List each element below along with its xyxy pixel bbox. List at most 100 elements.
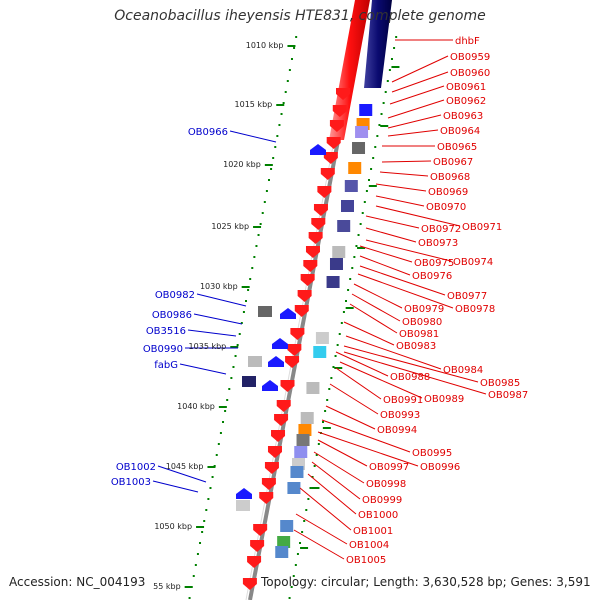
gene-label-ob0962: OB0962 — [446, 96, 486, 107]
leader-line — [365, 239, 452, 262]
scale-dot — [188, 597, 191, 599]
scale-track-left — [188, 36, 298, 599]
gene-label-ob0969: OB0969 — [428, 187, 468, 198]
leader-line — [375, 195, 425, 207]
scale-dot — [324, 410, 327, 412]
gene-block — [326, 276, 340, 288]
gene-block — [352, 142, 366, 154]
scale-label: 55 kbp — [153, 582, 181, 591]
leader-line — [359, 255, 411, 276]
scale-dot — [201, 531, 204, 533]
scale-dot — [386, 80, 389, 82]
gene-block — [277, 536, 291, 548]
gene-label-ob0981: OB0981 — [399, 329, 439, 340]
scale-dot — [261, 212, 264, 214]
scale-dot — [351, 267, 354, 269]
forward-gene-arrow — [297, 290, 312, 302]
scale-dot — [359, 223, 362, 225]
forward-gene-arrow — [332, 105, 347, 117]
scale-dot — [328, 388, 331, 390]
leader-line — [317, 439, 368, 467]
scale-dot — [276, 135, 279, 137]
scale-dot — [338, 333, 341, 335]
gene-label-ob0963: OB0963 — [443, 111, 483, 122]
forward-gene-arrow — [300, 274, 315, 286]
gene-label-ob0959: OB0959 — [450, 52, 490, 63]
gene-label-ob0991: OB0991 — [383, 395, 423, 406]
scale-dot — [376, 135, 379, 137]
leader-line — [345, 335, 442, 370]
gene-block — [348, 162, 362, 174]
scale-dot — [192, 575, 195, 577]
leader-line — [293, 529, 345, 560]
leader-line — [152, 480, 199, 493]
scale-dot — [240, 322, 243, 324]
gene-label-ob0988: OB0988 — [390, 372, 430, 383]
gene-label-ob0990: OB0990 — [143, 344, 183, 355]
page-title: Oceanobacillus iheyensis HTE831, complet… — [114, 8, 486, 24]
scale-label: 1045 kbp — [166, 462, 204, 471]
gene-label-ob1005: OB1005 — [346, 555, 386, 566]
forward-gene-arrow — [242, 578, 257, 590]
gene-label-ob0984: OB0984 — [443, 365, 483, 376]
forward-gene-arrow — [276, 400, 291, 412]
leader-line — [359, 265, 446, 296]
forward-gene-arrow — [311, 218, 326, 230]
leader-line — [343, 345, 479, 383]
scale-dot — [247, 289, 250, 291]
gene-label-ob0986: OB0986 — [152, 310, 192, 321]
reverse-gene-block — [258, 306, 272, 317]
scale-dot — [330, 377, 333, 379]
scale-dot — [253, 256, 256, 258]
scale-dot — [280, 113, 283, 115]
scale-dot — [290, 58, 293, 60]
gene-label-ob0961: OB0961 — [446, 82, 486, 93]
leader-line — [229, 130, 277, 143]
gene-bar-navy — [364, 0, 392, 88]
gene-label-ob0985: OB0985 — [480, 378, 520, 389]
scale-dot — [311, 476, 314, 478]
scale-dot — [347, 289, 350, 291]
scale-dot — [345, 300, 347, 302]
gene-label-ob0964: OB0964 — [440, 126, 480, 137]
scale-dot — [367, 179, 370, 181]
scale-dot — [259, 223, 262, 225]
scale-label: 1030 kbp — [200, 282, 238, 291]
scale-dot — [284, 91, 287, 93]
gene-label-ob1004: OB1004 — [349, 540, 389, 551]
leader-line — [187, 329, 237, 337]
scale-dot — [336, 344, 339, 346]
gene-label-ob0970: OB0970 — [426, 202, 466, 213]
scale-dot — [286, 80, 289, 82]
scale-dot — [340, 322, 343, 324]
leader-line — [335, 351, 389, 377]
leader-line — [359, 245, 413, 263]
gene-label-dhbf: dhbF — [455, 36, 480, 47]
scale-dot — [357, 234, 360, 236]
reverse-gene-arrow — [268, 356, 284, 367]
gene-label-ob0977: OB0977 — [447, 291, 487, 302]
scale-dot — [222, 421, 225, 423]
gene-block — [275, 546, 289, 558]
scale-dot — [296, 553, 299, 555]
gene-block — [298, 424, 312, 436]
scale-dot — [211, 476, 214, 478]
leader-line — [351, 293, 401, 322]
gene-block — [332, 246, 346, 258]
scale-dot — [203, 520, 206, 522]
forward-gene-arrow — [313, 204, 328, 216]
leader-line — [299, 487, 352, 531]
forward-gene-arrow — [261, 478, 276, 490]
forward-gene-arrow — [336, 88, 350, 100]
gene-block — [359, 104, 373, 116]
scale-dot — [299, 542, 302, 544]
scale-dot — [232, 366, 235, 368]
leader-line — [349, 303, 398, 334]
scale-dot — [317, 443, 320, 445]
scale-label: 1035 kbp — [189, 342, 227, 351]
scale-dot — [303, 520, 306, 522]
scale-dot — [313, 465, 316, 467]
gene-label-ob0971: OB0971 — [462, 222, 502, 233]
gene-label-ob3516: OB3516 — [146, 326, 186, 337]
